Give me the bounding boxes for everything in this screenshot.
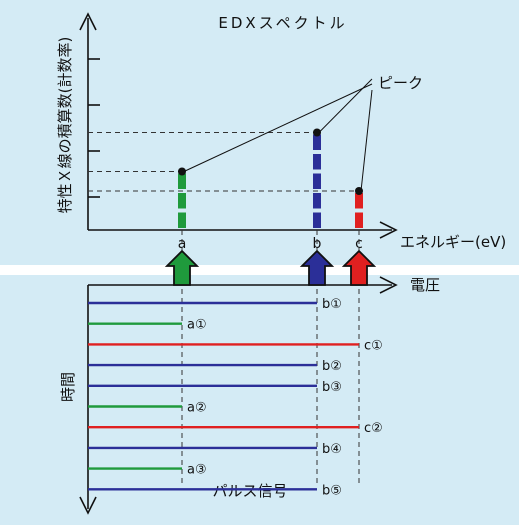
peak-label: ピーク (378, 74, 423, 92)
pulse-signal-label: a① (187, 318, 207, 333)
count-bar-segment (313, 134, 321, 150)
spectrum-panel: EDXスペクトル 特性Ｘ線の積算数(計数率) エネルギー(eV) ピーク abc (0, 0, 519, 265)
voltage-label: 電圧 (410, 276, 440, 294)
pulse-caption: パルス信号 (212, 482, 287, 500)
count-bar-segment (313, 212, 321, 228)
x-axis-arrowhead (379, 221, 398, 239)
pulse-signal-label: b① (322, 297, 342, 312)
peak-marker (313, 128, 321, 137)
pulse-signal-label: b③ (322, 380, 342, 395)
count-bar-segment (178, 212, 186, 228)
pulse-signal-label: a③ (187, 463, 207, 478)
pulse-signal-label: b④ (322, 442, 342, 457)
pulse-signal-label: c① (364, 338, 383, 353)
pulse-signal-label: a② (187, 401, 207, 416)
time-label: 時間 (59, 372, 77, 402)
count-bar-segment (355, 193, 363, 209)
time-axis-arrowhead (79, 496, 97, 515)
edx-spectrum-chart: EDXスペクトル 特性Ｘ線の積算数(計数率) エネルギー(eV) ピーク abc (56, 12, 506, 265)
y-axis-arrowhead (79, 12, 97, 31)
count-bar-segment (313, 154, 321, 170)
voltage-axis-arrowhead (379, 276, 398, 294)
peak-marker (178, 167, 186, 176)
pulse-signal-panel: 電圧 時間 パルス信号 b① a① c① b② b③ a② c② b④ a③ b⑤ (0, 275, 519, 525)
peak-callout-line (318, 78, 373, 133)
count-bar-segment (313, 193, 321, 209)
count-bar-segment (178, 193, 186, 209)
count-bar-segment (355, 212, 363, 228)
pulse-signal-label: b⑤ (322, 483, 342, 498)
peak-callout-line (183, 83, 373, 172)
spectrum-title: EDXスペクトル (218, 14, 347, 32)
pulse-signal-label: c② (364, 421, 383, 436)
pulse-signal-diagram: 電圧 時間 パルス信号 b① a① c① b② b③ a② c② b④ a③ b⑤ (59, 276, 440, 515)
y-axis-label: 特性Ｘ線の積算数(計数率) (56, 37, 74, 214)
x-axis-label: エネルギー(eV) (400, 233, 506, 251)
count-bar-segment (178, 173, 186, 189)
pulse-signal-label: b② (322, 359, 342, 374)
peak-callout-line (360, 89, 373, 192)
count-bar-segment (313, 173, 321, 189)
